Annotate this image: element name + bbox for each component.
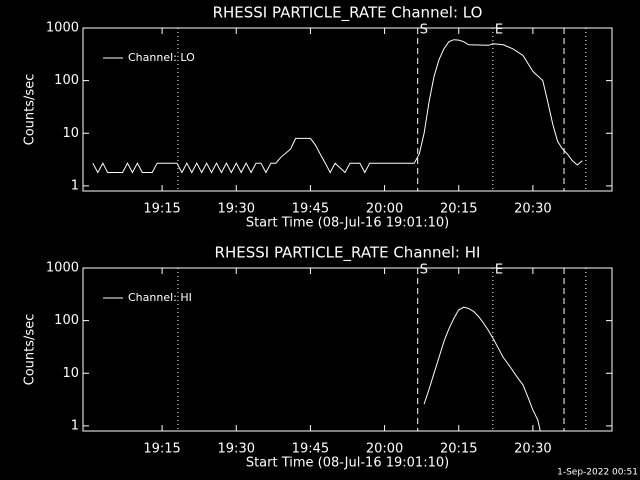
x-tick-label: 20:15: [440, 442, 477, 457]
x-tick-label: 19:30: [218, 202, 255, 217]
event-label: E: [495, 23, 503, 38]
event-label: S: [420, 23, 428, 38]
y-tick-label: 10: [62, 126, 79, 141]
x-tick-label: 20:30: [514, 202, 551, 217]
legend-label: Channel: LO: [128, 51, 195, 64]
y-tick-label: 100: [54, 313, 79, 328]
data-line: [423, 306, 541, 432]
x-tick-label: 19:15: [143, 202, 180, 217]
y-tick-label: 1: [71, 418, 79, 433]
y-tick-label: 100: [54, 73, 79, 88]
x-tick-label: 19:45: [292, 442, 329, 457]
x-tick-label: 19:45: [292, 202, 329, 217]
chart-title: RHESSI PARTICLE_RATE Channel: HI: [215, 244, 481, 263]
event-label: S: [420, 263, 428, 278]
y-tick-label: 1: [71, 178, 79, 193]
y-tick-label: 1000: [46, 21, 79, 36]
plot-frame: [82, 267, 613, 432]
footer: 1-Sep-2022 00:51: [557, 468, 638, 478]
y-axis-label: Counts/sec: [23, 74, 38, 146]
plot-frame: [82, 27, 613, 192]
x-tick-label: 20:00: [366, 202, 403, 217]
y-tick-label: 1000: [46, 261, 79, 276]
legend-label: Channel: HI: [128, 291, 192, 304]
y-axis-label: Counts/sec: [23, 314, 38, 386]
x-tick-label: 20:30: [514, 442, 551, 457]
y-tick-label: 10: [62, 366, 79, 381]
chart-title: RHESSI PARTICLE_RATE Channel: LO: [213, 4, 483, 23]
event-label: E: [495, 263, 503, 278]
data-line: [92, 39, 583, 174]
x-axis-label: Start Time (08-Jul-16 19:01:10): [246, 456, 449, 471]
x-tick-label: 19:30: [218, 442, 255, 457]
x-tick-label: 19:15: [143, 442, 180, 457]
x-axis-label: Start Time (08-Jul-16 19:01:10): [246, 216, 449, 231]
x-tick-label: 20:00: [366, 442, 403, 457]
x-tick-label: 20:15: [440, 202, 477, 217]
